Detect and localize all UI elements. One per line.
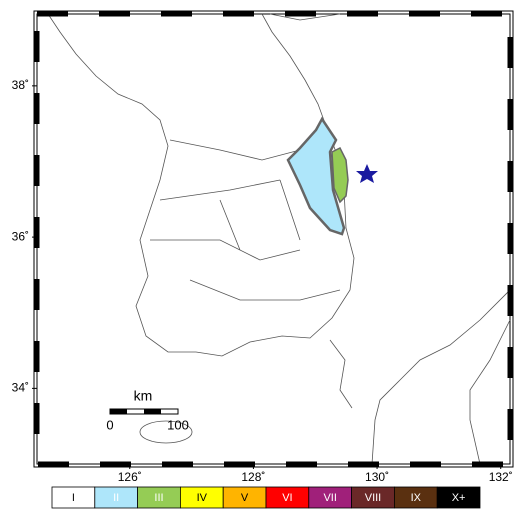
scale-label: 0: [106, 417, 113, 432]
legend-label: IV: [197, 492, 208, 504]
y-tick-label: 38˚: [12, 78, 29, 92]
legend-swatch: [436, 486, 481, 509]
legend-label: VI: [282, 492, 292, 504]
x-tick-label: 128˚: [241, 470, 265, 484]
scale-unit: km: [134, 388, 153, 404]
legend-label: X+: [452, 492, 466, 504]
x-tick-label: 132˚: [489, 470, 513, 484]
map-frame: [36, 13, 511, 465]
frame-border: [34, 11, 513, 467]
legend-label: VIII: [365, 492, 382, 504]
x-tick-label: 130˚: [365, 470, 389, 484]
legend-label: V: [241, 492, 249, 504]
intensity-zone-iii: [331, 146, 349, 204]
y-tick-label: 34˚: [12, 381, 29, 395]
scale-bar-fill: [110, 409, 127, 414]
frame-outline: [33, 10, 514, 468]
legend-label: I: [72, 492, 75, 504]
scale-label: 100: [167, 417, 189, 432]
legend-label: III: [154, 492, 163, 504]
scale-bar: km 0 100: [106, 388, 188, 433]
x-tick-label: 126˚: [118, 470, 142, 484]
legend-label: VII: [323, 492, 336, 504]
scale-bar-fill: [144, 409, 161, 414]
legend-label: IX: [411, 492, 422, 504]
y-tick-label: 36˚: [12, 229, 29, 243]
epicenter: [356, 164, 378, 183]
legend-label: II: [113, 492, 119, 504]
intensity-zone-ii: [286, 116, 346, 236]
